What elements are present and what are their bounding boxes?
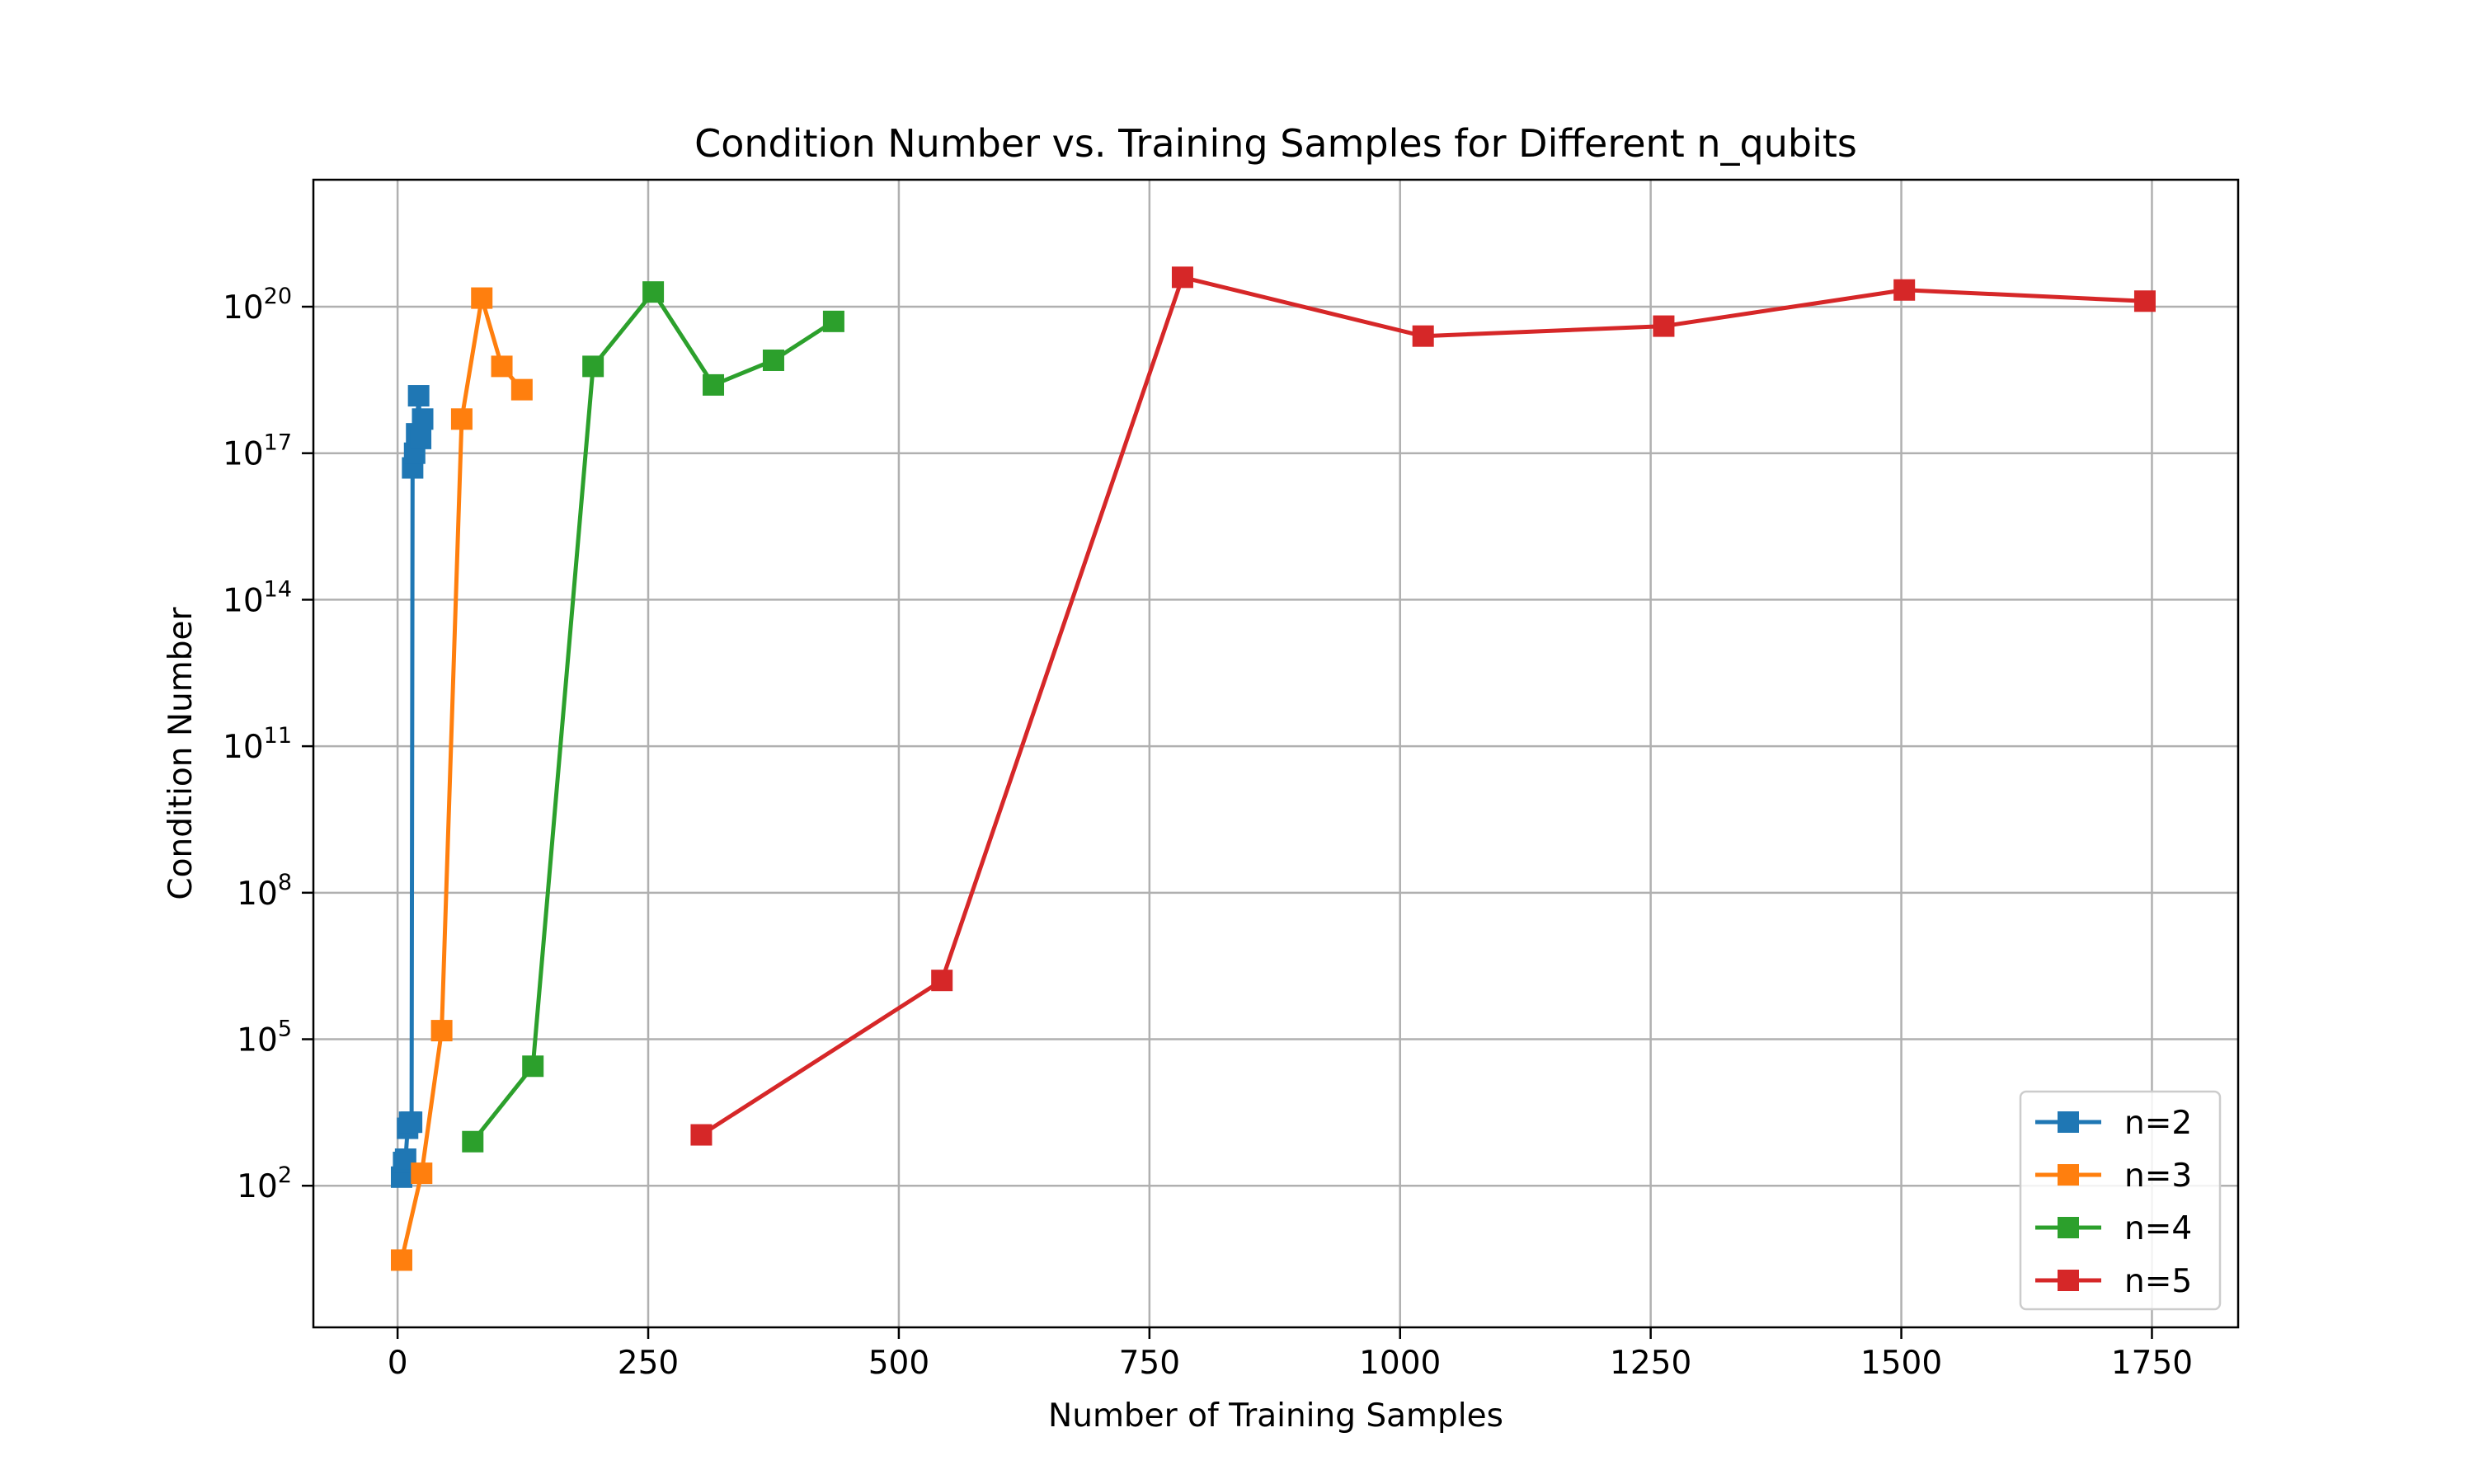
x-tick-label: 750 bbox=[1119, 1345, 1180, 1382]
chart-title: Condition Number vs. Training Samples fo… bbox=[694, 121, 1857, 166]
x-tick-label: 1500 bbox=[1860, 1345, 1942, 1382]
data-point bbox=[510, 378, 533, 401]
data-point bbox=[491, 355, 513, 378]
y-tick-exponent: 11 bbox=[264, 723, 292, 749]
series-layer bbox=[390, 266, 2156, 1271]
series-n=5 bbox=[690, 266, 2156, 1146]
y-tick-label: 1014 bbox=[223, 576, 292, 619]
data-point bbox=[1171, 266, 1193, 289]
y-tick-exponent: 8 bbox=[278, 870, 292, 895]
y-tick-label: 1020 bbox=[223, 284, 292, 326]
legend-marker bbox=[2058, 1217, 2079, 1238]
data-point bbox=[931, 970, 953, 992]
legend: n=2 n=3 n=4 n=5 bbox=[2019, 1090, 2222, 1311]
series-n=3 bbox=[390, 287, 533, 1271]
series-line bbox=[471, 289, 835, 1144]
legend-marker bbox=[2058, 1111, 2079, 1133]
legend-label: n=4 bbox=[2124, 1210, 2192, 1247]
data-point bbox=[642, 281, 665, 303]
y-tick-base: 10 bbox=[223, 729, 264, 766]
y-tick-label: 108 bbox=[237, 870, 292, 913]
y-tick-base: 10 bbox=[237, 876, 278, 913]
y-tick-base: 10 bbox=[223, 582, 264, 619]
x-tick-label: 1250 bbox=[1610, 1345, 1691, 1382]
legend-marker bbox=[2058, 1164, 2079, 1186]
data-point bbox=[401, 1111, 423, 1134]
data-point bbox=[412, 408, 434, 430]
legend-label: n=2 bbox=[2124, 1105, 2192, 1142]
y-tick-exponent: 14 bbox=[264, 576, 292, 602]
data-point bbox=[407, 385, 430, 407]
y-axis-label: Condition Number bbox=[162, 606, 200, 899]
y-tick-label: 1017 bbox=[223, 430, 292, 473]
legend-item: n=2 bbox=[2035, 1105, 2192, 1142]
data-point bbox=[390, 1249, 412, 1271]
data-point bbox=[522, 1055, 544, 1078]
series-line bbox=[700, 275, 2146, 1137]
data-point bbox=[690, 1124, 713, 1146]
series-n=4 bbox=[462, 281, 844, 1153]
y-tick-base: 10 bbox=[237, 1022, 278, 1059]
data-point bbox=[471, 287, 493, 309]
data-point bbox=[762, 349, 784, 371]
y-tick-label: 105 bbox=[237, 1017, 292, 1059]
legend-item: n=4 bbox=[2035, 1210, 2192, 1247]
y-tick-exponent: 20 bbox=[264, 284, 292, 309]
y-tick-exponent: 5 bbox=[278, 1017, 292, 1042]
legend-label: n=3 bbox=[2124, 1158, 2192, 1195]
series-n=2 bbox=[390, 385, 434, 1188]
y-tick-exponent: 2 bbox=[278, 1162, 292, 1188]
data-point bbox=[450, 408, 473, 430]
grid bbox=[313, 180, 2238, 1327]
y-tick-label: 1011 bbox=[223, 723, 292, 766]
y-tick-base: 10 bbox=[223, 436, 264, 473]
data-point bbox=[582, 355, 604, 378]
x-tick-label: 0 bbox=[388, 1345, 408, 1382]
data-point bbox=[410, 427, 432, 449]
data-point bbox=[1412, 325, 1434, 347]
legend-marker bbox=[2058, 1270, 2079, 1291]
x-tick-label: 1000 bbox=[1359, 1345, 1441, 1382]
x-tick-label: 250 bbox=[618, 1345, 679, 1382]
data-point bbox=[430, 1020, 453, 1042]
data-point bbox=[703, 373, 725, 396]
data-point bbox=[1653, 315, 1675, 337]
y-tick-base: 10 bbox=[237, 1168, 278, 1205]
x-tick-label: 500 bbox=[868, 1345, 929, 1382]
data-point bbox=[1893, 279, 1916, 301]
data-point bbox=[822, 310, 844, 332]
ticks: 0 250 500 750 1000 1250 1500 175010210510810111… bbox=[223, 284, 2193, 1382]
legend-box bbox=[2019, 1090, 2222, 1311]
y-tick-exponent: 17 bbox=[264, 430, 292, 456]
series-line bbox=[399, 393, 425, 1178]
legend-item: n=3 bbox=[2035, 1158, 2192, 1195]
data-point bbox=[2133, 290, 2156, 312]
legend-item: n=5 bbox=[2035, 1263, 2192, 1300]
legend-label: n=5 bbox=[2124, 1263, 2192, 1300]
x-axis-label: Number of Training Samples bbox=[1048, 1397, 1503, 1435]
x-tick-label: 1750 bbox=[2111, 1345, 2193, 1382]
y-tick-label: 102 bbox=[237, 1162, 292, 1205]
data-point bbox=[411, 1162, 433, 1185]
data-point bbox=[462, 1130, 484, 1153]
y-tick-base: 10 bbox=[223, 289, 264, 326]
plot-frame bbox=[312, 178, 2240, 1329]
